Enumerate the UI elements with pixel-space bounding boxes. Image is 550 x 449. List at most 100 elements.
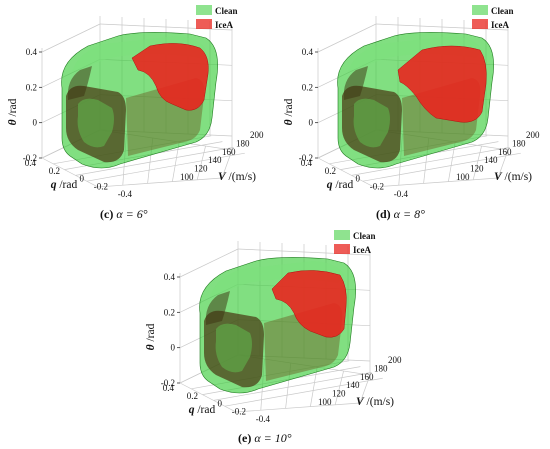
legend-label-icea: IceA: [353, 245, 371, 255]
v-tick-label: 200: [526, 130, 540, 140]
v-tick-label: 120: [470, 164, 484, 174]
q-tick-label: 0.2: [49, 166, 60, 176]
left-shade: [205, 291, 230, 325]
legend: Clean IceA: [334, 230, 376, 255]
q-tick-label: -0.4: [256, 414, 271, 424]
legend-swatch-icea: [196, 19, 212, 29]
grid-line-floor: [172, 141, 180, 182]
icea-volume: [131, 43, 209, 111]
grid-line-floor: [75, 147, 234, 176]
q-axis-label: q /rad: [51, 179, 78, 191]
v-tick-label: 160: [360, 372, 374, 382]
legend-label-clean: Clean: [215, 6, 238, 16]
clean-volume-top: [210, 261, 344, 297]
q-tick-label: -0.4: [118, 189, 133, 199]
chart-panel-2: 0.4 0.2 0 -0.2 θ /rad 0.4 0.2 0 -0.2 -0.4 q /rad 10…: [283, 5, 540, 221]
v-tick-label: 180: [236, 138, 250, 148]
theta-tick-label: -0.2: [23, 153, 37, 163]
grid-line-theta: [179, 248, 239, 278]
v-tick-label: 140: [208, 155, 222, 165]
clean-volume-top: [348, 36, 482, 72]
q-tick-label: 0.2: [325, 166, 336, 176]
q-tick-label: 0.4: [163, 383, 175, 393]
axes: 0.4 0.2 0 -0.2 θ /rad 0.4 0.2 0 -0.2 -0.4 q /rad 10…: [283, 47, 540, 199]
v-tick-label: 200: [250, 130, 264, 140]
q-tick-label: -0.4: [394, 189, 409, 199]
legend-label-icea: IceA: [215, 20, 233, 30]
legend-swatch-clean: [334, 230, 350, 240]
q-tick-label: 0.4: [25, 158, 37, 168]
volume-shapes: [199, 257, 356, 394]
theta-tick-label: 0: [33, 118, 38, 128]
q-tick-label: -0.2: [370, 181, 384, 191]
theta-tick-label: 0: [309, 118, 314, 128]
theta-tick-label: 0: [171, 343, 176, 353]
theta-axis-label: θ /rad: [7, 98, 19, 125]
v-tick-label: 100: [180, 172, 194, 182]
left-shade: [343, 66, 368, 100]
grid-line-floor: [448, 141, 456, 182]
v-tick-label: 180: [374, 363, 388, 373]
legend: Clean IceA: [472, 5, 514, 30]
theta-axis-label: θ /rad: [145, 323, 157, 350]
q-tick-label: 0: [80, 174, 85, 184]
v-axis-label: V /(m/s): [356, 396, 394, 408]
grid-line-theta: [41, 23, 101, 53]
grid-line-floor: [310, 366, 318, 407]
v-axis-label: V /(m/s): [494, 171, 532, 183]
front-face-inner: [77, 98, 114, 148]
grid-line-floor: [472, 145, 482, 180]
q-tick-label: -0.2: [232, 406, 246, 416]
legend-label-icea: IceA: [491, 20, 509, 30]
grid-line-floor: [362, 152, 521, 182]
legend-swatch-clean: [196, 5, 212, 15]
front-face-inner: [353, 98, 390, 148]
legend: Clean IceA: [196, 5, 238, 30]
legend-swatch-icea: [472, 19, 488, 29]
grid-line-floor: [196, 145, 206, 180]
q-tick-label: -0.2: [94, 181, 108, 191]
axes: 0.4 0.2 0 -0.2 θ /rad 0.4 0.2 0 -0.2 -0.4 q /rad 10…: [7, 47, 264, 199]
v-tick-label: 120: [332, 389, 346, 399]
axes: 0.4 0.2 0 -0.2 θ /rad 0.4 0.2 0 -0.2 -0.4 q /rad 10…: [145, 272, 402, 424]
theta-tick-label: 0.2: [26, 82, 37, 92]
legend-swatch-icea: [334, 244, 350, 254]
front-face-inner: [215, 323, 252, 373]
grid-line-floor: [86, 152, 245, 182]
grid-line-theta: [317, 23, 377, 53]
theta-tick-label: 0.2: [164, 307, 175, 317]
grid-line-floor: [334, 370, 344, 405]
grid-line-floor: [224, 377, 383, 407]
legend-label-clean: Clean: [353, 231, 376, 241]
volume-shapes: [61, 32, 218, 169]
icea-volume: [271, 270, 347, 338]
v-tick-label: 200: [388, 355, 402, 365]
volume-shapes: [337, 32, 494, 169]
theta-tick-label: -0.2: [161, 378, 175, 388]
theta-tick-label: 0.4: [26, 47, 38, 57]
icea-volume: [397, 45, 487, 123]
legend-swatch-clean: [472, 5, 488, 15]
v-tick-label: 160: [498, 147, 512, 157]
q-tick-label: 0: [218, 399, 223, 409]
q-axis-label: q /rad: [327, 179, 354, 191]
v-axis-label: V /(m/s): [218, 171, 256, 183]
panel-caption: (c) α = 6°: [100, 207, 148, 221]
theta-tick-label: -0.2: [299, 153, 313, 163]
chart-panel-3: 0.4 0.2 0 -0.2 θ /rad 0.4 0.2 0 -0.2 -0.4 q /rad 10…: [145, 230, 402, 445]
v-tick-label: 140: [484, 155, 498, 165]
theta-tick-label: 0.4: [164, 272, 176, 282]
chart-panel-1: 0.4 0.2 0 -0.2 θ /rad 0.4 0.2 0 -0.2 -0.4 q /rad 10…: [7, 5, 264, 221]
v-tick-label: 160: [222, 147, 236, 157]
theta-axis-label: θ /rad: [283, 98, 295, 125]
left-shade: [67, 66, 92, 100]
panel-caption: (d) α = 8°: [376, 207, 425, 221]
v-tick-label: 140: [346, 380, 360, 390]
v-tick-label: 120: [194, 164, 208, 174]
grid-line-floor: [351, 147, 510, 176]
q-tick-label: 0.2: [187, 391, 198, 401]
v-tick-label: 180: [512, 138, 526, 148]
theta-tick-label: 0.2: [302, 82, 313, 92]
grid-line-floor: [213, 372, 372, 401]
